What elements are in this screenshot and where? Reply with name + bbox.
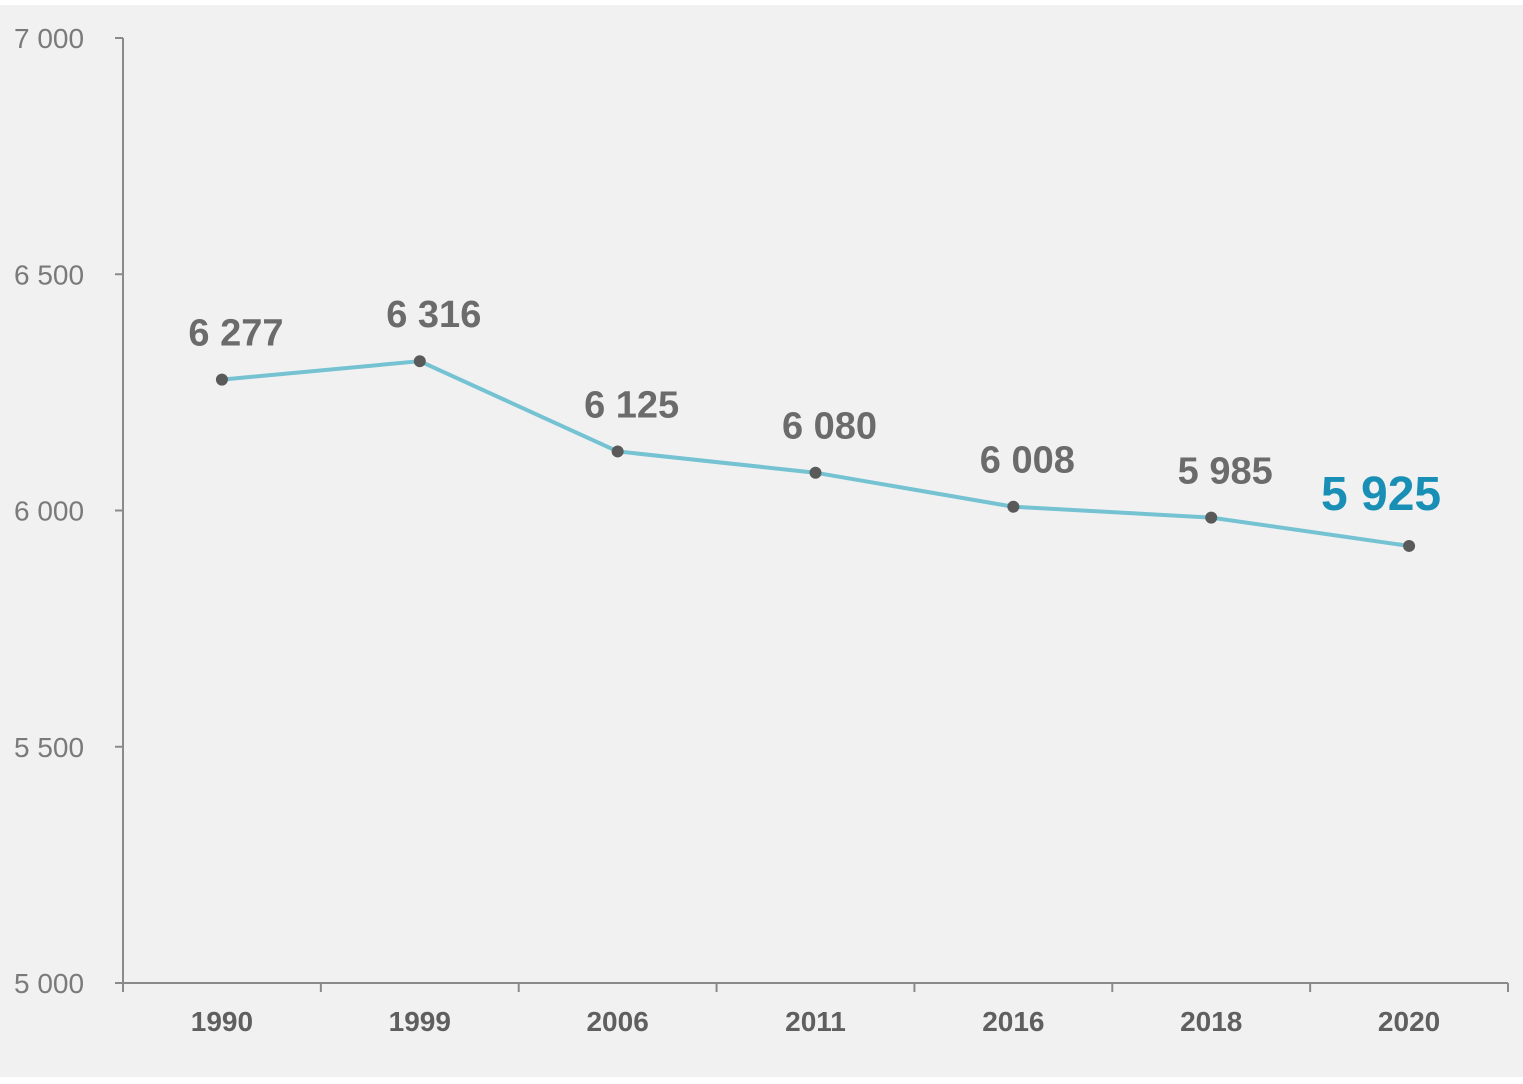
data-label: 6 125 — [584, 384, 679, 426]
x-tick-label: 2016 — [982, 1006, 1044, 1037]
data-point-marker — [1403, 539, 1416, 552]
data-label-highlighted: 5 925 — [1321, 468, 1441, 521]
x-tick-label: 2018 — [1180, 1006, 1242, 1037]
x-tick-label: 2020 — [1378, 1006, 1440, 1037]
data-label: 6 316 — [386, 294, 481, 336]
y-tick-label: 5 500 — [14, 732, 84, 763]
data-point-marker — [1205, 511, 1218, 524]
y-tick-label: 5 000 — [14, 968, 84, 999]
x-tick-label: 2011 — [785, 1006, 846, 1037]
y-tick-label: 6 000 — [14, 496, 84, 527]
data-label: 5 985 — [1178, 451, 1273, 493]
data-label: 6 277 — [188, 313, 283, 355]
data-point-marker — [809, 466, 822, 479]
x-tick-label: 1990 — [191, 1006, 253, 1037]
data-label: 6 008 — [980, 440, 1075, 482]
data-point-marker — [1007, 500, 1020, 513]
x-tick-label: 2006 — [586, 1006, 648, 1037]
y-tick-label: 7 000 — [14, 23, 84, 54]
y-tick-label: 6 500 — [14, 259, 84, 290]
data-point-marker — [611, 445, 624, 458]
x-tick-label: 1999 — [389, 1006, 451, 1037]
data-point-marker — [413, 355, 426, 368]
data-label: 6 080 — [782, 406, 877, 448]
chart-background — [0, 5, 1523, 1077]
data-point-marker — [215, 373, 228, 386]
